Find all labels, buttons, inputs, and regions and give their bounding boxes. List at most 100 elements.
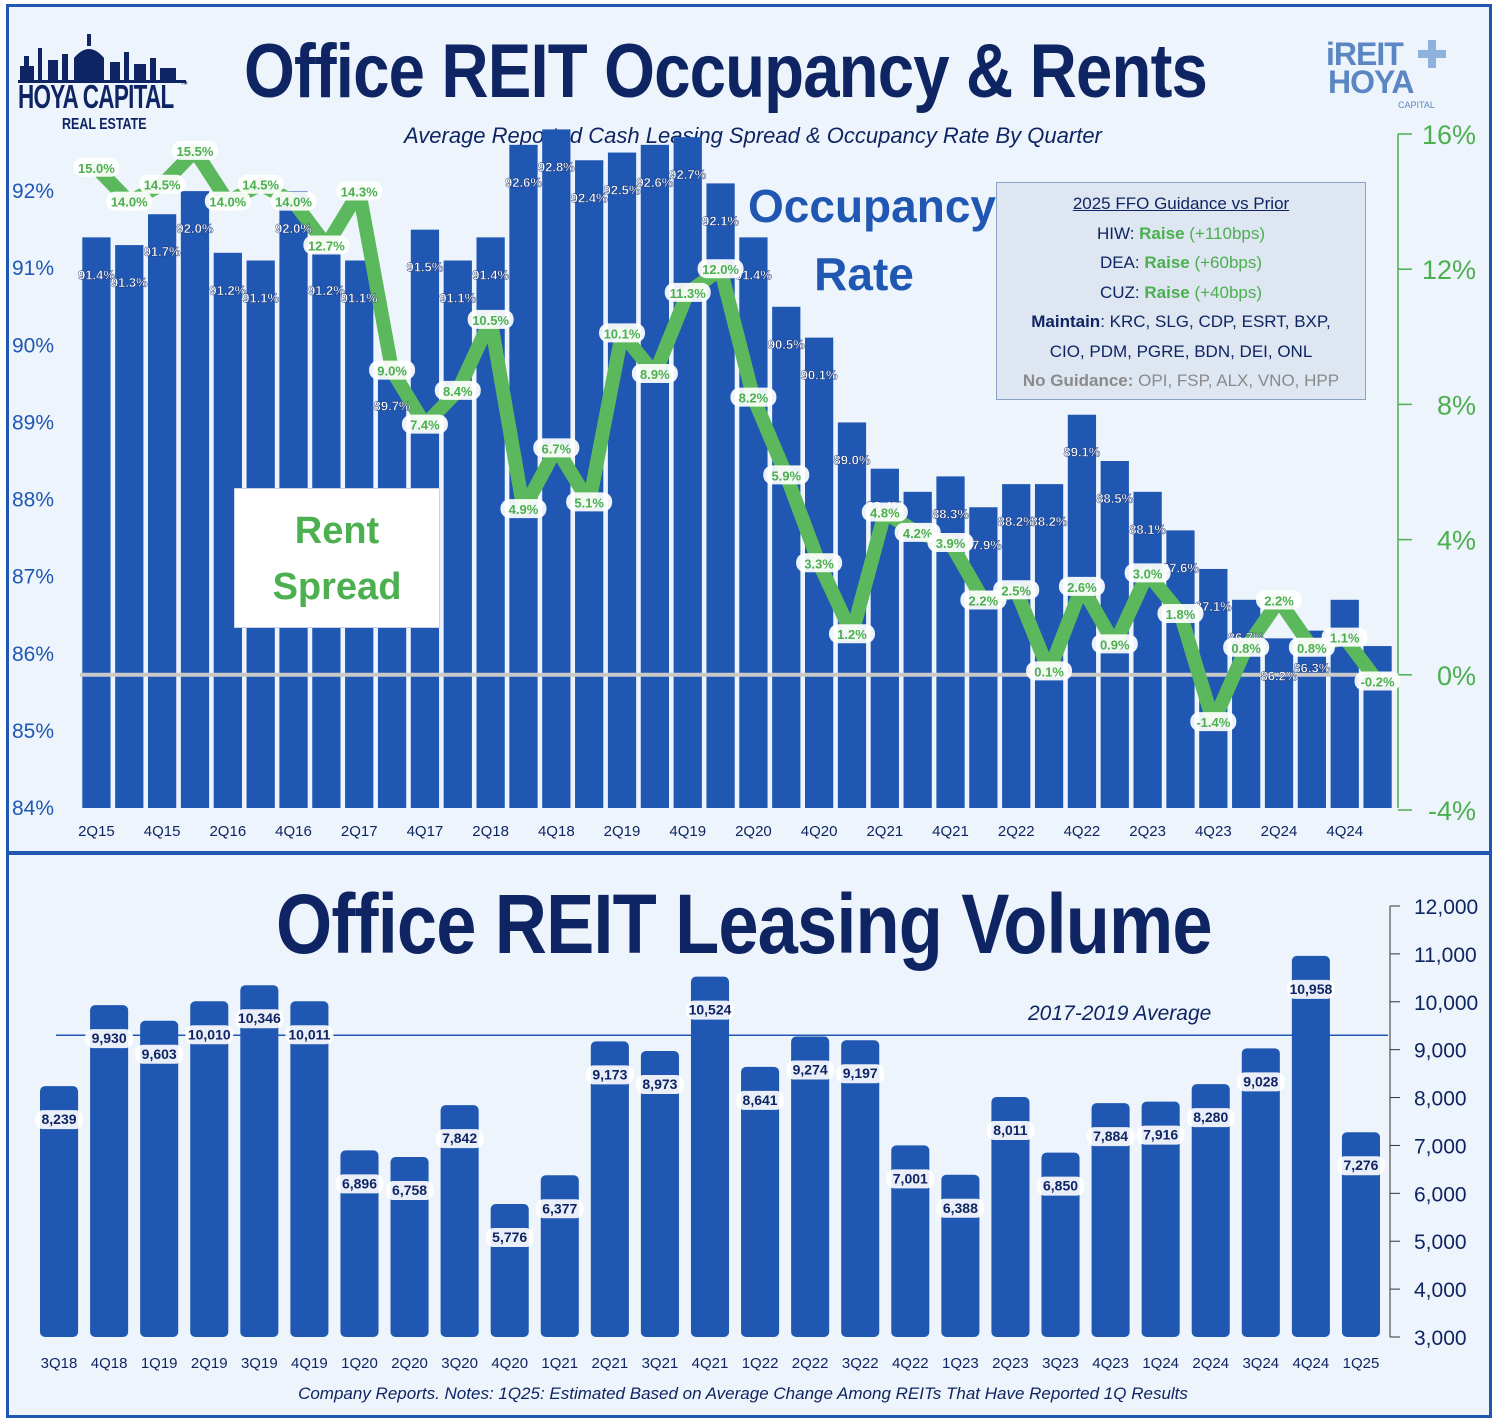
rent-data-label: 11.3% [670,286,707,301]
x-tick-label: 4Q22 [1064,823,1101,840]
leasing-volume-bar [1141,1101,1180,1337]
rent-data-label: 8.9% [640,367,670,382]
occupancy-data-label: 91.4% [472,267,509,282]
occupancy-data-label: 88.2% [1031,514,1068,529]
rent-label-bg [204,191,251,211]
x-tick-label: 2Q18 [472,823,509,840]
volume-data-label: 6,377 [542,1200,577,1216]
rent-label-bg [1157,603,1204,623]
leasing-volume-bar [690,976,730,1337]
x-tick-label: 4Q21 [932,823,969,840]
volume-label-bg [736,1090,785,1110]
occupancy-data-label: 87.6% [1162,560,1199,575]
y-left-tick-label: 92% [12,180,54,203]
volume-label-bg [686,1000,734,1020]
occupancy-data-label: 86.2% [1261,668,1298,683]
rent-label-bg [500,499,547,519]
average-line-label: 2017-2019 Average [1028,1002,1212,1025]
rent-label-bg [763,465,810,485]
rent-data-label: 15.0% [78,161,115,176]
volume-data-label: 7,916 [1143,1127,1178,1143]
rent-data-label: 15.5% [177,144,214,159]
x-tick-label: 4Q18 [538,823,575,840]
rent-label-line1: Rent [294,510,380,552]
volume-data-label: 8,973 [642,1076,677,1092]
occupancy-data-label: 92.5% [604,183,641,198]
bottom-chart-title: Office REIT Leasing Volume [276,877,1213,971]
occupancy-data-label: 87.9% [965,537,1002,552]
guidance-action: Raise [1144,282,1190,302]
x-tick-label: 2Q20 [391,1355,428,1372]
occupancy-bar [1133,491,1162,808]
occupancy-bar [969,507,998,808]
rent-data-label: 0.1% [1034,664,1064,679]
occupancy-data-label: 88.3% [932,506,969,521]
rent-label-bg [927,532,974,552]
occupancy-data-label: 92.1% [702,213,739,228]
logo-hoya: HOYA [1328,64,1415,100]
volume-label-bg [535,1199,584,1219]
x-tick-label: 2Q22 [792,1355,829,1372]
x-tick-label: 4Q20 [801,823,838,840]
x-tick-label: 4Q22 [892,1355,929,1372]
y-left-tick-label: 85% [12,720,54,743]
x-tick-label: 4Q23 [1092,1355,1129,1372]
volume-data-label: 9,274 [793,1062,828,1078]
rent-data-label: 2.5% [1001,583,1031,598]
volume-label-bg [335,1174,384,1194]
volume-label-bg [886,1169,935,1189]
x-tick-label: 1Q21 [541,1355,578,1372]
occupancy-label-line1: Occupancy [748,180,996,232]
volume-data-label: 10,346 [238,1010,281,1026]
rent-label-bg [1190,712,1237,732]
volume-label-bg [435,1129,484,1149]
rent-data-label: -0.2% [1361,675,1395,690]
rent-data-label: 0.8% [1231,641,1261,656]
volume-data-label: 9,603 [142,1046,177,1062]
occupancy-bar [607,152,637,809]
occupancy-data-label: 91.7% [144,244,181,259]
rent-label-bg [1124,563,1171,583]
occupancy-bar [903,491,932,808]
leasing-volume-bar [90,1005,129,1337]
volume-label-bg [1186,1108,1235,1128]
occupancy-data-label: 91.4% [735,267,772,282]
y-left-tick-label: 84% [12,797,54,820]
leasing-volume-bar [1341,1132,1380,1337]
leasing-volume-bar [1091,1103,1130,1337]
x-tick-label: 3Q19 [241,1355,278,1372]
rent-label-bg [1256,590,1303,610]
volume-data-label: 8,239 [42,1111,77,1127]
cross-icon [1418,40,1446,68]
volume-label-bg [135,1044,184,1064]
y-left-tick-label: 86% [12,643,54,666]
occupancy-data-label: 88.1% [1129,522,1166,537]
guidance-row-cuz: CUZ: Raise (+40bps) [997,278,1365,308]
skyline-icon [18,34,186,83]
x-tick-label: 1Q19 [141,1355,178,1372]
occupancy-bar [147,214,177,808]
volume-data-label: 10,010 [188,1026,231,1042]
rent-data-label: 3.3% [804,556,834,571]
y-right-tick-label: 16% [1422,120,1476,150]
volume-label-bg [585,1065,634,1085]
x-tick-label: 4Q19 [291,1355,328,1372]
occupancy-bar [1166,530,1195,808]
volume-data-label: 5,776 [492,1229,527,1245]
x-tick-label: 2Q21 [866,823,903,840]
x-tick-label: 2Q23 [1129,823,1166,840]
y-left-tick-label: 87% [12,566,54,589]
rent-label-bg [434,380,481,400]
y-tick-label: 8,000 [1414,1088,1467,1111]
y-tick-label: 7,000 [1414,1135,1467,1158]
guidance-action: Raise [1144,253,1190,272]
y-left-tick-label: 89% [12,411,54,434]
volume-label-bg [185,1025,234,1045]
guidance-detail: (+60bps) [1194,253,1263,272]
rent-label-bg [1058,576,1105,596]
rent-label-bg [599,323,646,343]
occupancy-bar [1002,484,1031,808]
logo-line1: HOYA CAPITAL [18,78,174,115]
y-tick-label: 5,000 [1414,1231,1467,1254]
guidance-detail: (+40bps) [1194,282,1263,302]
